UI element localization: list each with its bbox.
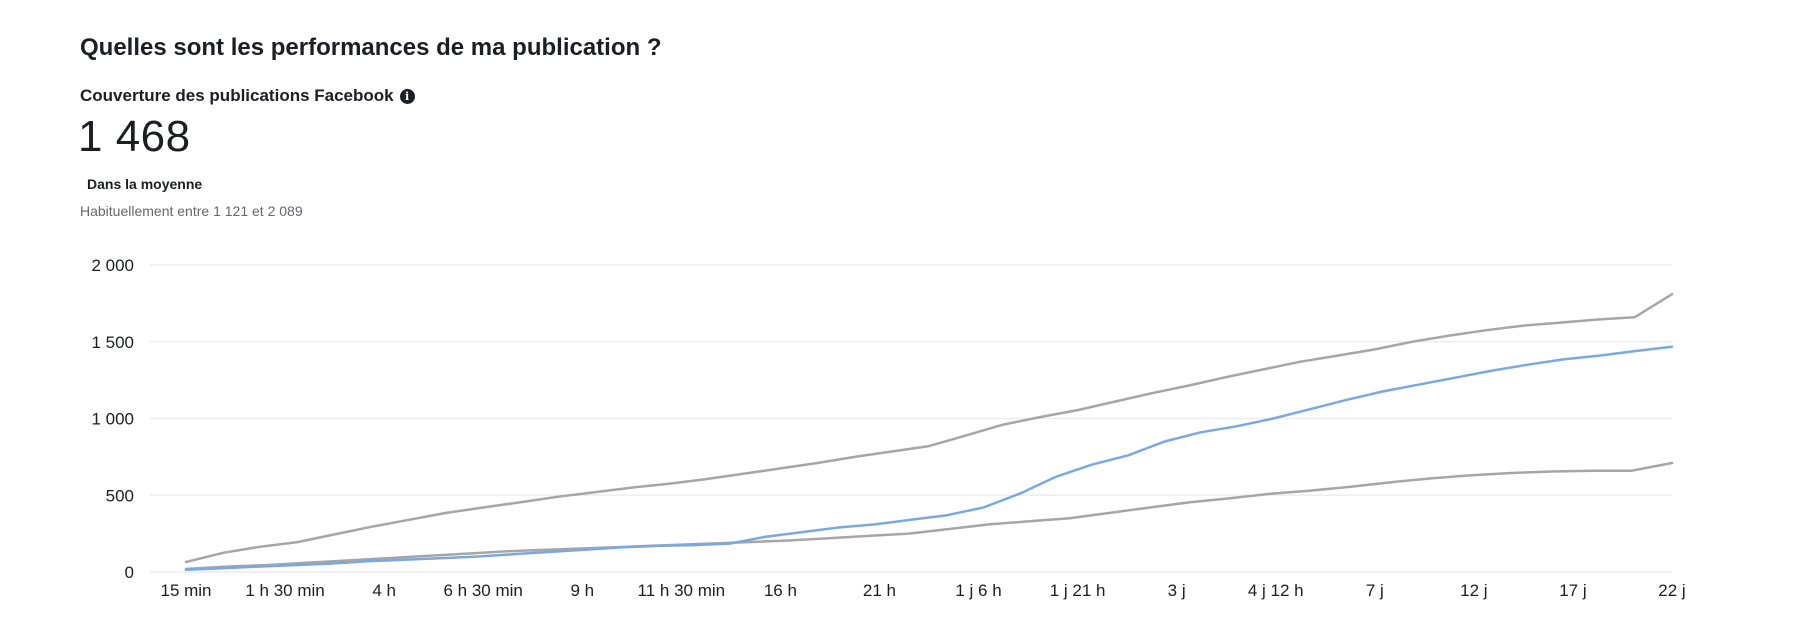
- x-tick-label: 1 j 6 h: [955, 581, 1001, 600]
- x-tick-label: 12 j: [1460, 581, 1487, 600]
- x-tick-label: 1 h 30 min: [245, 581, 324, 600]
- typical-range-text: Habituellement entre 1 121 et 2 089: [80, 203, 303, 219]
- info-icon[interactable]: i: [399, 88, 415, 104]
- series-line-lower: [184, 461, 1674, 571]
- x-tick-label: 4 h: [372, 581, 396, 600]
- status-badge: Dans la moyenne: [87, 176, 203, 192]
- x-tick-label: 17 j: [1559, 581, 1586, 600]
- x-tick-label: 16 h: [764, 581, 797, 600]
- x-tick-label: 21 h: [863, 581, 896, 600]
- x-tick-label: 11 h 30 min: [638, 581, 726, 600]
- series-line-upper: [184, 292, 1674, 564]
- x-tick-label: 6 h 30 min: [444, 581, 523, 600]
- x-tick-label: 1 j 21 h: [1050, 581, 1106, 600]
- y-tick-label: 500: [106, 486, 134, 505]
- metric-label-row: Couverture des publications Facebook i: [80, 86, 415, 106]
- x-tick-label: 7 j: [1366, 581, 1384, 600]
- metric-label: Couverture des publications Facebook: [80, 86, 394, 105]
- x-tick-label: 3 j: [1168, 581, 1186, 600]
- series-line-main: [184, 345, 1674, 571]
- y-tick-label: 2 000: [91, 256, 134, 275]
- x-tick-label: 9 h: [570, 581, 594, 600]
- y-tick-label: 1 000: [91, 410, 134, 429]
- x-tick-label: 22 j: [1658, 581, 1685, 600]
- section-title: Quelles sont les performances de ma publ…: [80, 34, 662, 61]
- x-tick-label: 15 min: [160, 581, 211, 600]
- y-tick-label: 0: [125, 563, 134, 582]
- metric-value: 1 468: [78, 112, 191, 161]
- x-tick-label: 4 j 12 h: [1248, 581, 1304, 600]
- y-tick-label: 1 500: [91, 333, 134, 352]
